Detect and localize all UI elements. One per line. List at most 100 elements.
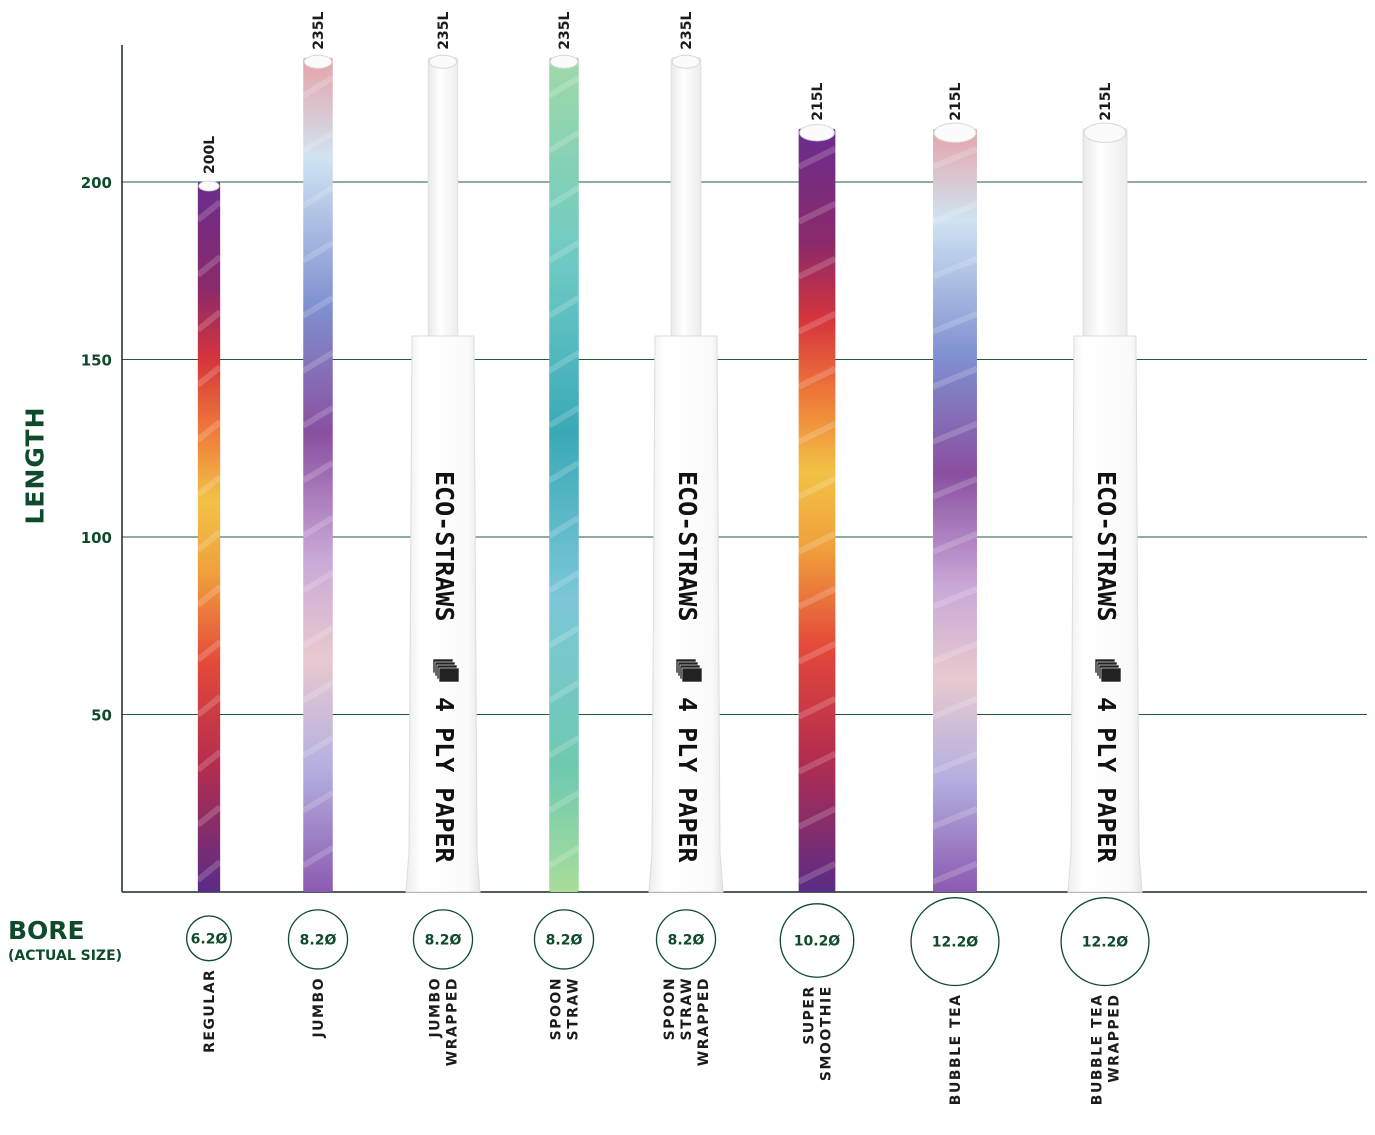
- layers-icon-sheet: [681, 667, 703, 683]
- category-label: WRAPPED: [445, 977, 461, 1066]
- straw-stripe: [301, 735, 335, 759]
- straw-stripe: [301, 295, 335, 319]
- straw-stripe: [547, 350, 581, 374]
- category-label: BUBBLE TEA: [1090, 994, 1106, 1106]
- straw-opening: [799, 124, 835, 142]
- straw-stripe: [195, 584, 223, 608]
- wrapper-body: [1067, 335, 1143, 893]
- straw-stripe: [797, 421, 837, 445]
- straw-opening: [549, 54, 579, 69]
- straw-stripe: [301, 570, 335, 594]
- bore-label: 6.2Ø: [191, 931, 228, 947]
- straw-stripe: [547, 130, 581, 154]
- straw-stripe: [931, 310, 979, 335]
- wrapper-text: ECO-STRAWS 4 PLY PAPER: [430, 471, 460, 864]
- straw-stripe: [301, 75, 335, 99]
- straw-stripe: [301, 790, 335, 814]
- straw-stripe: [195, 419, 223, 443]
- paper-wrapper: ECO-STRAWS 4 PLY PAPER: [405, 335, 481, 893]
- straw-stripe: [195, 859, 223, 883]
- category-label: BUBBLE TEA: [948, 994, 964, 1106]
- straw-stripe: [797, 531, 837, 555]
- layers-icon: [675, 658, 703, 683]
- bore-label: 12.2Ø: [1082, 935, 1129, 951]
- straw-stripe: [195, 694, 223, 718]
- straw-stripe: [547, 185, 581, 209]
- straw-stripe: [797, 146, 837, 170]
- straw-stripe: [547, 240, 581, 264]
- straw-stripe: [301, 625, 335, 649]
- length-label: 215L: [948, 83, 964, 121]
- straw-stripe: [931, 420, 979, 445]
- category-label: WRAPPED: [1107, 994, 1123, 1083]
- straw-stripe: [195, 364, 223, 388]
- straw-opening: [1083, 122, 1127, 143]
- category-label: JUMBO: [428, 977, 444, 1039]
- y-axis-label: LENGTH: [20, 406, 50, 525]
- straw-7: ECO-STRAWS 4 PLY PAPER: [1067, 122, 1143, 893]
- length-label: 235L: [679, 12, 695, 50]
- category-label: STRAW: [566, 977, 582, 1041]
- straw-stripe: [931, 475, 979, 500]
- category-label: SMOOTHIE: [819, 985, 835, 1081]
- bore-label: 8.2Ø: [300, 932, 337, 948]
- straw-layer: ECO-STRAWS 4 PLY PAPER ECO-STRAWS 4 PLY PAP…: [195, 54, 1143, 893]
- bore-label: 8.2Ø: [668, 932, 705, 948]
- straw-stripe: [301, 460, 335, 484]
- straw-stripe: [301, 405, 335, 429]
- length-label: 235L: [436, 12, 452, 50]
- wrapper-ply: 4 PLY PAPER: [1092, 697, 1121, 864]
- straw-stripe: [547, 735, 581, 759]
- straw-stripe: [931, 365, 979, 390]
- straw-stripe: [931, 530, 979, 555]
- layers-icon-sheet: [1100, 667, 1122, 683]
- straw-stripe: [797, 201, 837, 225]
- straw-stripe: [195, 474, 223, 498]
- straw-stripe: [301, 845, 335, 869]
- straw-stripe: [195, 639, 223, 663]
- straw-stripe: [797, 861, 837, 885]
- category-label: SUPER: [802, 985, 818, 1045]
- wrapper-brand: ECO-STRAWS: [1092, 471, 1121, 622]
- bore-circle: [655, 909, 717, 970]
- layers-icon-sheet: [438, 667, 460, 683]
- straw-stripe: [195, 804, 223, 828]
- straw-stripe: [301, 240, 335, 264]
- wrapper-body: [648, 335, 724, 893]
- bore-circle: [910, 897, 1000, 987]
- straw-stripe: [797, 806, 837, 830]
- straw-stripe: [301, 350, 335, 374]
- layers-icon: [432, 658, 460, 683]
- y-tick-label-50: 50: [91, 707, 112, 725]
- category-label: WRAPPED: [696, 977, 712, 1066]
- bore-circle: [779, 903, 855, 978]
- wrapper-body: [405, 335, 481, 893]
- straw-stripe: [797, 696, 837, 720]
- straw-0: [195, 180, 223, 892]
- layers-icon: [1094, 658, 1122, 683]
- y-tick-label-150: 150: [81, 352, 112, 370]
- straw-stripe: [547, 570, 581, 594]
- straw-opening: [303, 54, 333, 69]
- straw-opening: [198, 180, 220, 192]
- straw-stripe: [797, 256, 837, 280]
- straw-6: [931, 122, 979, 892]
- straw-stripe: [931, 585, 979, 610]
- straw-stripe: [931, 200, 979, 225]
- bore-circle: [287, 909, 349, 970]
- straw-stripe: [547, 680, 581, 704]
- wrapper-brand: ECO-STRAWS: [430, 471, 459, 622]
- bore-label: 12.2Ø: [932, 935, 979, 951]
- length-label: 215L: [810, 83, 826, 121]
- straw-stripe: [931, 255, 979, 280]
- straw-opening: [671, 54, 701, 69]
- straw-stripe: [797, 476, 837, 500]
- wrapper-brand: ECO-STRAWS: [673, 471, 702, 622]
- straw-stripe: [547, 295, 581, 319]
- straw-stripe: [195, 199, 223, 223]
- category-label: STRAW: [679, 977, 695, 1041]
- y-tick-label-100: 100: [81, 529, 112, 547]
- category-label: SPOON: [549, 977, 565, 1040]
- length-label: 235L: [311, 12, 327, 50]
- straw-stripe: [797, 311, 837, 335]
